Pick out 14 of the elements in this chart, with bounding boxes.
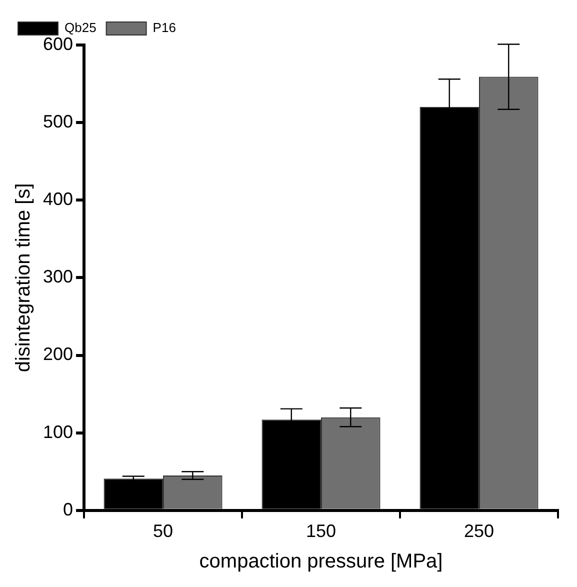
y-tick-label: 200: [42, 344, 74, 364]
legend-label: Qb25: [64, 20, 96, 36]
x-tick-label: 150: [306, 521, 336, 542]
y-tick-label: 100: [42, 422, 74, 442]
y-tick-label: 300: [42, 266, 74, 287]
x-axis-title: compaction pressure [MPa]: [199, 550, 443, 573]
y-tick-label: 600: [42, 34, 74, 54]
y-tick-label: 400: [42, 189, 74, 210]
y-axis-title: disintegration time [s]: [12, 183, 35, 372]
legend-label: P16: [152, 20, 176, 36]
x-tick-label: 250: [464, 521, 494, 542]
y-tick-label: 500: [42, 112, 74, 132]
x-tick-label: 50: [153, 521, 174, 542]
y-tick-label: 0: [63, 499, 74, 520]
